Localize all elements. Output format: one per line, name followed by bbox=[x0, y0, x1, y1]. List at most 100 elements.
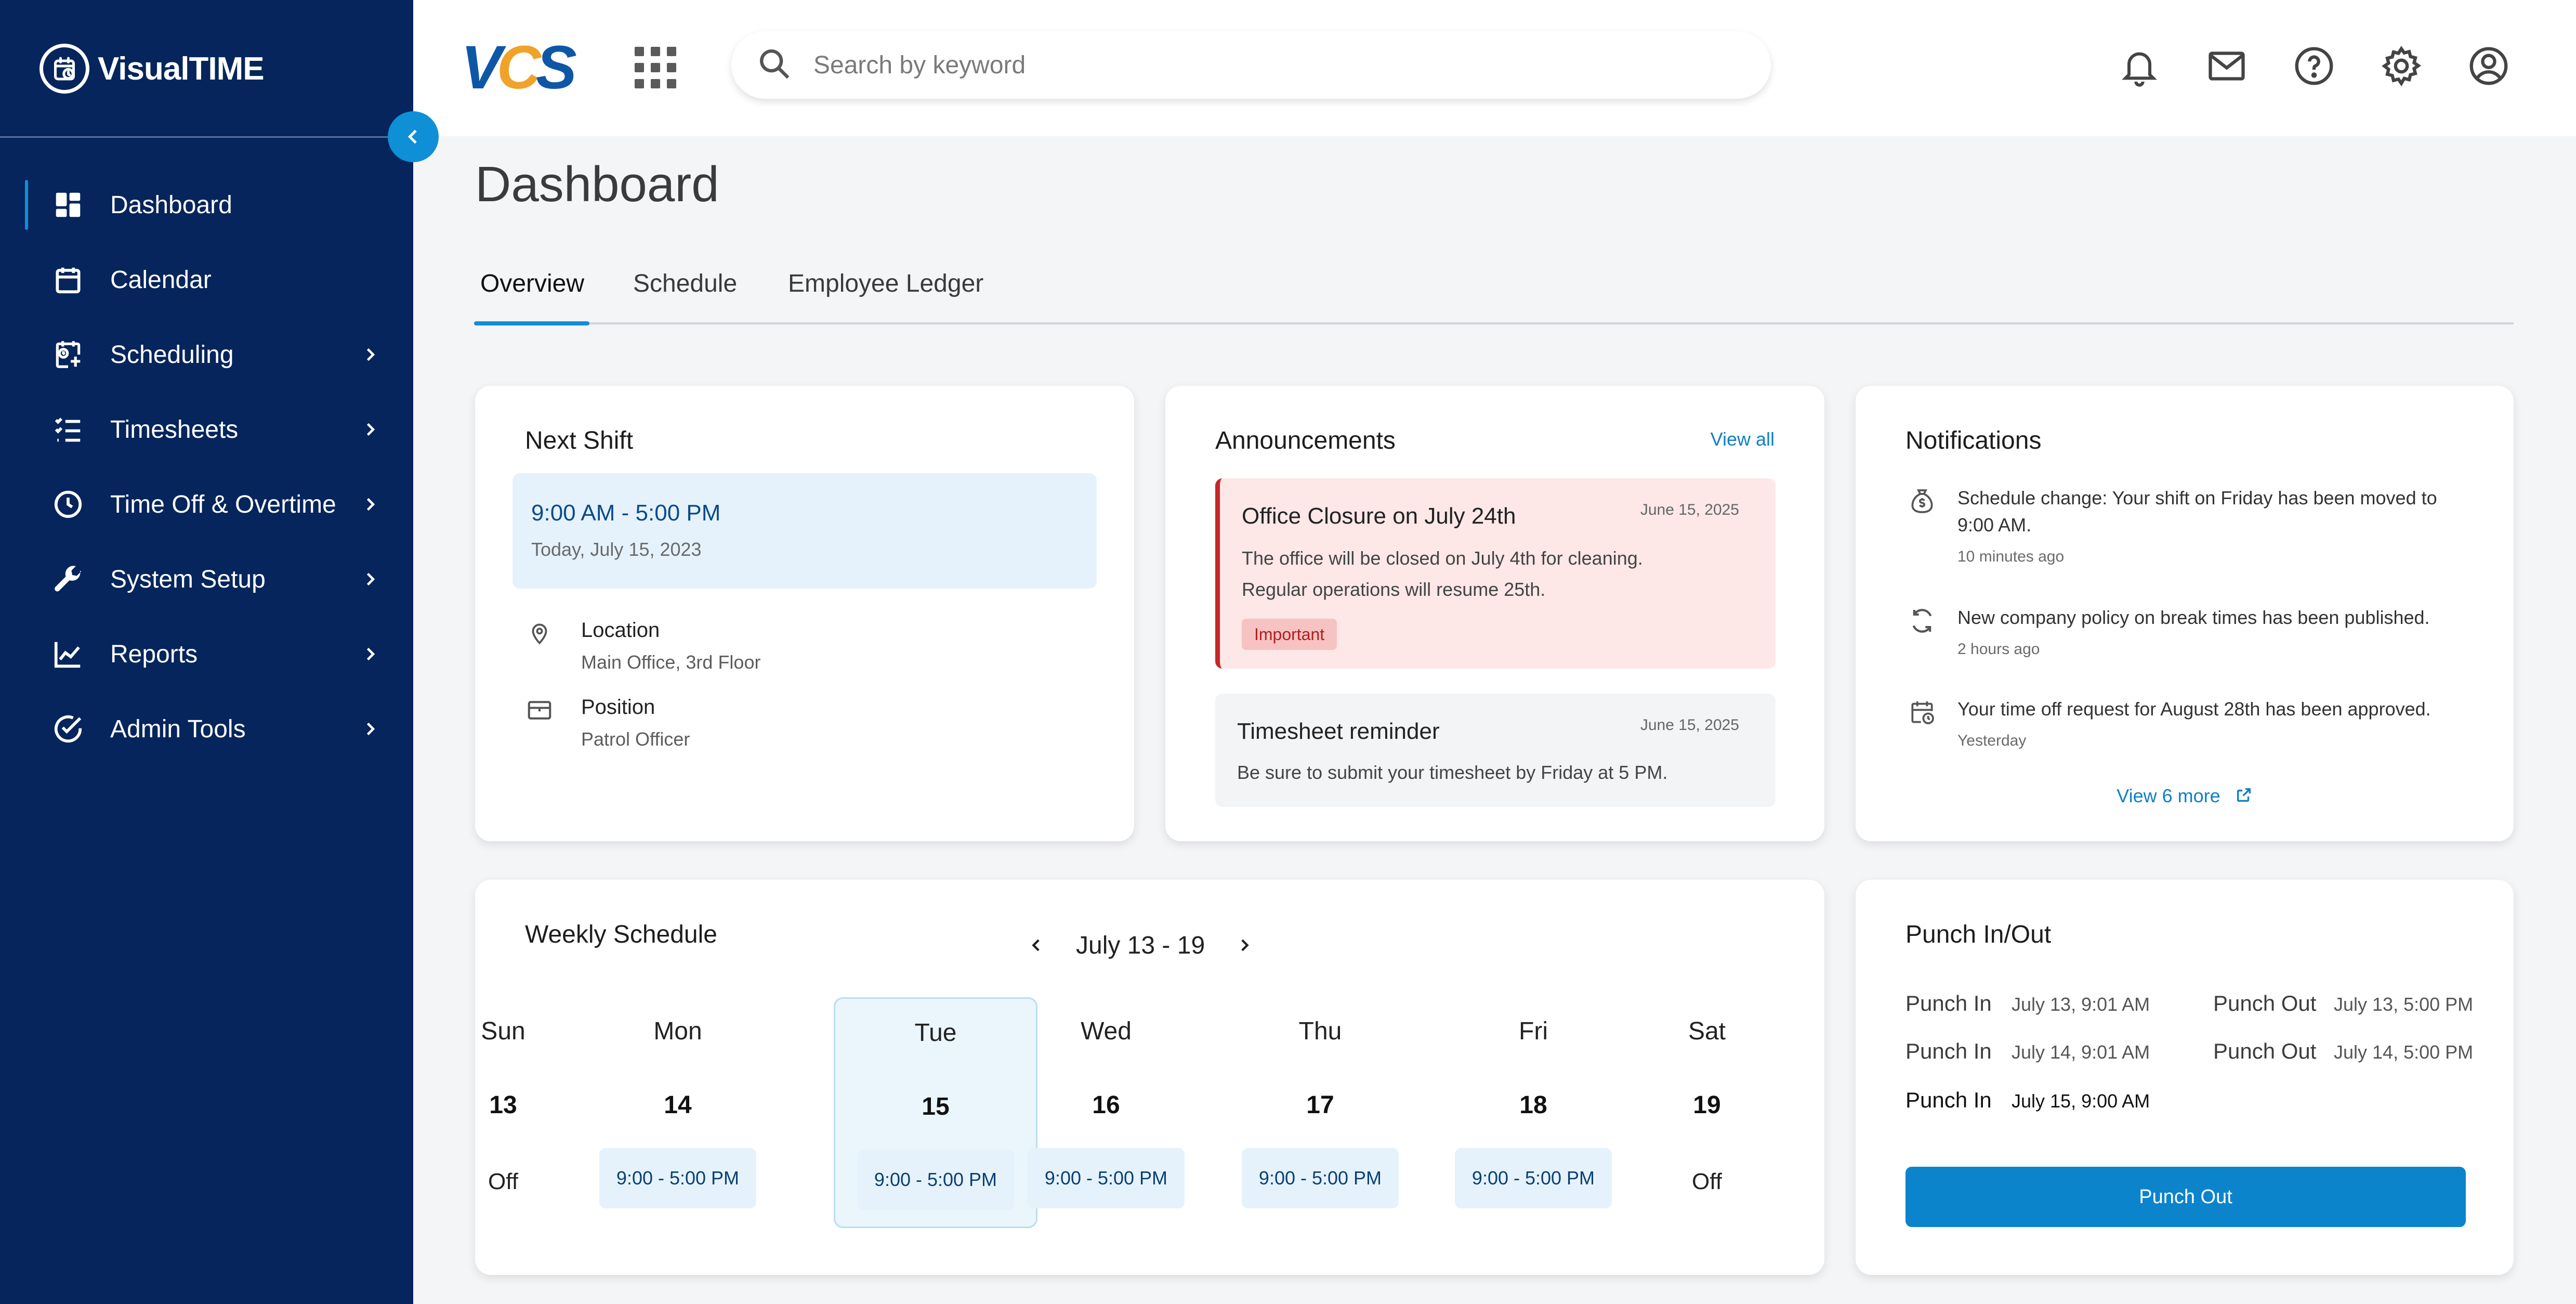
notification-item[interactable]: New company policy on break times has be… bbox=[1905, 604, 2466, 658]
stopwatch-logo-icon bbox=[40, 44, 89, 94]
day-number: 15 bbox=[922, 1093, 950, 1120]
brand-name: VisualTIME bbox=[98, 50, 265, 87]
view-more-label: View 6 more bbox=[2117, 785, 2220, 806]
mail-icon[interactable] bbox=[2203, 43, 2250, 89]
dashboard-icon bbox=[50, 187, 86, 223]
next-week-button[interactable] bbox=[1229, 930, 1260, 961]
shift-time-box: 9:00 AM - 5:00 PM Today, July 15, 2023 bbox=[512, 473, 1097, 589]
punch-out-row: Punch Out July 14, 5:00 PM bbox=[2213, 1039, 2473, 1064]
settings-icon[interactable] bbox=[2378, 43, 2425, 89]
search-icon bbox=[756, 46, 793, 85]
day-shift-chip: 9:00 - 5:00 PM bbox=[857, 1150, 1014, 1210]
tab-schedule[interactable]: Schedule bbox=[633, 270, 738, 297]
day-name: Tue bbox=[914, 1019, 957, 1047]
punch-in-row: Punch In July 14, 9:01 AM bbox=[1905, 1039, 2150, 1064]
sidebar-item-calendar[interactable]: Calendar bbox=[0, 242, 413, 317]
punch-card: Punch In/Out Punch In July 13, 9:01 AM P… bbox=[1856, 880, 2514, 1275]
sidebar-item-system-setup[interactable]: System Setup bbox=[0, 542, 413, 617]
punch-out-button[interactable]: Punch Out bbox=[1905, 1167, 2466, 1227]
day-name: Thu bbox=[1298, 1018, 1342, 1045]
help-icon[interactable] bbox=[2291, 43, 2337, 89]
sidebar-item-scheduling[interactable]: Scheduling bbox=[0, 317, 413, 392]
location-pin-icon bbox=[525, 619, 554, 648]
notification-item[interactable]: Your time off request for August 28th ha… bbox=[1905, 696, 2466, 750]
punch-in-row: Punch In July 15, 9:00 AM bbox=[1905, 1088, 2150, 1113]
day-column-tue[interactable]: Tue 15 9:00 - 5:00 PM bbox=[834, 997, 1037, 1228]
position-value: Patrol Officer bbox=[581, 728, 690, 750]
day-column-thu[interactable]: Thu 17 9:00 - 5:00 PM bbox=[1218, 997, 1422, 1228]
day-column-wed[interactable]: Wed 16 9:00 - 5:00 PM bbox=[1004, 997, 1208, 1228]
punch-out-row: Punch Out July 13, 5:00 PM bbox=[2213, 991, 2473, 1016]
day-off-label: Off bbox=[488, 1169, 518, 1194]
announcement-body: The office will be closed on July 4th fo… bbox=[1242, 543, 1710, 605]
notification-message: Your time off request for August 28th ha… bbox=[1957, 698, 2431, 720]
chevron-right-icon bbox=[359, 418, 382, 441]
sidebar-item-label: Dashboard bbox=[110, 191, 232, 219]
day-column-sun[interactable]: Sun 13 Off bbox=[401, 997, 605, 1228]
wrench-icon bbox=[50, 561, 86, 597]
notification-time: Yesterday bbox=[1957, 732, 2027, 749]
location-detail: Location Main Office, 3rd Floor bbox=[525, 619, 760, 673]
day-number: 13 bbox=[489, 1091, 517, 1119]
sidebar-collapse-button[interactable] bbox=[388, 111, 439, 162]
sidebar-item-dashboard[interactable]: Dashboard bbox=[0, 167, 413, 242]
sidebar-item-admin-tools[interactable]: Admin Tools bbox=[0, 692, 413, 766]
punch-in-value: July 13, 9:01 AM bbox=[2012, 994, 2150, 1015]
clock-icon bbox=[50, 486, 86, 523]
sidebar-item-label: Admin Tools bbox=[110, 715, 246, 743]
chevron-right-icon bbox=[359, 643, 382, 666]
vcs-logo[interactable]: VCS bbox=[461, 33, 577, 102]
day-number: 19 bbox=[1693, 1091, 1721, 1119]
card-title: Next Shift bbox=[525, 427, 634, 454]
day-name: Fri bbox=[1519, 1018, 1548, 1045]
sidebar-item-reports[interactable]: Reports bbox=[0, 617, 413, 692]
notification-message: New company policy on break times has be… bbox=[1957, 607, 2430, 628]
view-all-link[interactable]: View all bbox=[1710, 428, 1775, 450]
location-label: Location bbox=[581, 619, 660, 642]
view-more-link[interactable]: View 6 more bbox=[1856, 785, 2514, 809]
active-tab-indicator bbox=[474, 321, 589, 325]
punch-in-label: Punch In bbox=[1905, 991, 1992, 1015]
day-shift-chip: 9:00 - 5:00 PM bbox=[1242, 1148, 1399, 1208]
notifications-card: Notifications Schedule change: Your shif… bbox=[1856, 386, 2514, 841]
chart-line-icon bbox=[50, 636, 86, 672]
sidebar-item-time-off-overtime[interactable]: Time Off & Overtime bbox=[0, 467, 413, 542]
tab-overview[interactable]: Overview bbox=[480, 270, 585, 297]
day-column-sat[interactable]: Sat 19 Off bbox=[1619, 997, 1795, 1228]
day-shift-chip: 9:00 - 5:00 PM bbox=[1455, 1148, 1612, 1208]
week-navigator: July 13 - 19 bbox=[1021, 930, 1260, 961]
sidebar-item-timesheets[interactable]: Timesheets bbox=[0, 392, 413, 467]
day-number: 14 bbox=[664, 1091, 692, 1119]
week-range: July 13 - 19 bbox=[1076, 931, 1205, 959]
announcements-card: Announcements View all Office Closure on… bbox=[1165, 386, 1824, 841]
search-bar bbox=[731, 31, 1771, 99]
location-value: Main Office, 3rd Floor bbox=[581, 651, 761, 673]
bell-icon[interactable] bbox=[2116, 43, 2163, 89]
notification-message: Schedule change: Your shift on Friday ha… bbox=[1957, 487, 2437, 536]
tab-employee-ledger[interactable]: Employee Ledger bbox=[788, 270, 984, 297]
user-icon[interactable] bbox=[2465, 43, 2512, 89]
sidebar-nav: Dashboard Calendar Scheduling Timesheets bbox=[0, 167, 413, 766]
apps-grid-icon[interactable] bbox=[635, 47, 676, 88]
brand[interactable]: VisualTIME bbox=[40, 43, 265, 95]
notification-time: 2 hours ago bbox=[1957, 641, 2040, 658]
chevron-right-icon bbox=[359, 493, 382, 516]
day-shift-chip: 9:00 - 5:00 PM bbox=[1028, 1148, 1185, 1208]
punch-out-label: Punch Out bbox=[2213, 1039, 2317, 1063]
timesheets-icon bbox=[50, 411, 86, 448]
chevron-right-icon bbox=[359, 718, 382, 740]
badge-id-icon bbox=[525, 696, 554, 725]
sidebar-item-label: Timesheets bbox=[110, 415, 239, 444]
announcement-date: June 15, 2025 bbox=[1640, 501, 1739, 518]
day-column-fri[interactable]: Fri 18 9:00 - 5:00 PM bbox=[1431, 997, 1635, 1228]
punch-out-label: Punch Out bbox=[2213, 991, 2317, 1015]
day-column-mon[interactable]: Mon 14 9:00 - 5:00 PM bbox=[576, 997, 780, 1228]
day-number: 17 bbox=[1306, 1091, 1334, 1119]
announcement-item[interactable]: Office Closure on July 24th June 15, 202… bbox=[1215, 478, 1776, 669]
announcement-item[interactable]: Timesheet reminder June 15, 2025 Be sure… bbox=[1215, 694, 1776, 807]
day-name: Wed bbox=[1081, 1018, 1132, 1045]
previous-week-button[interactable] bbox=[1021, 930, 1052, 961]
notification-item[interactable]: Schedule change: Your shift on Friday ha… bbox=[1905, 485, 2466, 566]
search-input[interactable] bbox=[813, 50, 1697, 80]
chevron-right-icon bbox=[359, 568, 382, 591]
